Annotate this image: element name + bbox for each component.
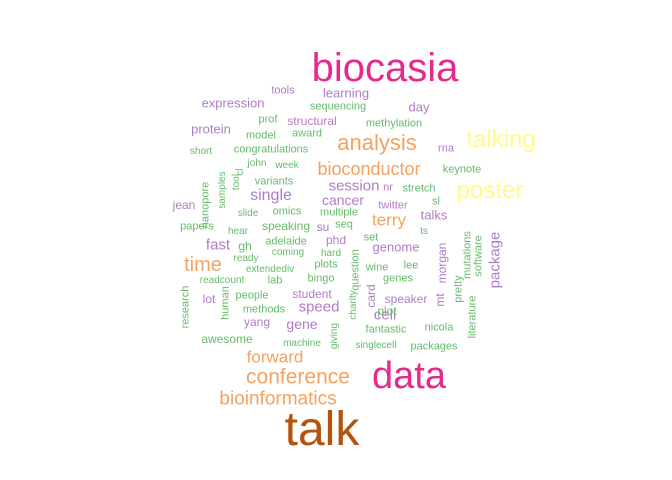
word-nicola: nicola xyxy=(424,321,454,334)
word-card: card xyxy=(364,284,378,308)
word-coming: coming xyxy=(271,247,305,258)
word-lot: lot xyxy=(202,292,216,306)
word-student: student xyxy=(292,287,332,301)
word-conference: conference xyxy=(246,365,350,389)
word-sl: sl xyxy=(432,195,440,208)
word-plots: plots xyxy=(314,258,338,271)
word-poster: poster xyxy=(456,177,524,204)
word-question: question xyxy=(349,249,362,291)
word-keynote: keynote xyxy=(442,163,482,176)
word-extendediv: extendediv xyxy=(245,264,295,275)
word-single: single xyxy=(250,187,292,204)
word-methods: methods xyxy=(242,303,286,316)
word-people: people xyxy=(235,289,269,302)
word-samples: samples xyxy=(217,171,228,209)
word-cell: cell xyxy=(373,306,397,324)
word-bingo: bingo xyxy=(307,272,335,285)
word-literature: literature xyxy=(466,295,479,339)
word-rna: rna xyxy=(438,142,454,155)
word-omics: omics xyxy=(272,205,302,218)
word-short: short xyxy=(189,146,213,157)
word-lab: lab xyxy=(267,274,283,287)
word-readcount: readcount xyxy=(199,275,245,286)
word-multiple: multiple xyxy=(320,206,358,219)
word-award: award xyxy=(292,127,322,140)
word-day: day xyxy=(408,99,430,115)
word-packages: packages xyxy=(410,340,458,353)
word-model: model xyxy=(246,129,276,142)
word-learning: learning xyxy=(322,85,370,101)
word-john: john xyxy=(247,158,267,169)
word-gh: gh xyxy=(238,239,252,253)
word-research: research xyxy=(179,285,192,329)
word-singlecell: singlecell xyxy=(355,340,397,351)
word-terry: terry xyxy=(372,210,406,230)
word-tools: tools xyxy=(271,84,295,97)
word-hear: hear xyxy=(227,226,249,237)
word-variants: variants xyxy=(254,175,294,188)
word-speaking: speaking xyxy=(261,219,311,233)
word-pretty: pretty xyxy=(452,275,465,303)
word-gene: gene xyxy=(286,316,318,332)
word-su: su xyxy=(316,220,330,234)
word-twitter: twitter xyxy=(378,199,408,212)
word-mt: mt xyxy=(433,293,447,307)
word-morgan: morgan xyxy=(435,242,449,284)
word-session: session xyxy=(328,177,380,195)
word-analysis: analysis xyxy=(337,130,417,155)
word-set: set xyxy=(363,231,379,244)
word-forward: forward xyxy=(246,347,304,367)
word-hard: hard xyxy=(320,248,342,259)
word-sequencing: sequencing xyxy=(309,100,367,113)
word-lee: lee xyxy=(403,259,419,272)
word-time: time xyxy=(184,254,222,276)
word-plot: plot xyxy=(377,304,397,318)
word-yang: yang xyxy=(243,315,271,329)
word-seq: seq xyxy=(335,218,353,231)
word-talk: talk xyxy=(284,403,360,456)
word-stretch: stretch xyxy=(402,182,436,195)
word-fantastic: fantastic xyxy=(365,323,407,336)
word-data: data xyxy=(372,355,446,397)
word-papers: papers xyxy=(180,220,214,233)
word-week: week xyxy=(275,160,299,171)
word-genes: genes xyxy=(383,272,413,285)
word-ready: ready xyxy=(233,253,259,264)
word-speaker: speaker xyxy=(384,292,428,306)
word-human: human xyxy=(219,286,232,320)
word-wine: wine xyxy=(365,261,389,274)
word-talks: talks xyxy=(420,207,448,223)
word-nr: nr xyxy=(383,181,393,194)
word-tool: tool xyxy=(231,173,242,191)
word-genome: genome xyxy=(372,239,420,255)
word-phd: phd xyxy=(325,233,347,247)
word-jean: jean xyxy=(172,198,196,212)
word-biocasia: biocasia xyxy=(311,46,459,90)
word-adelaide: adelaide xyxy=(265,235,307,248)
word-fast: fast xyxy=(205,236,231,254)
word-expression: expression xyxy=(201,95,265,111)
word-bioconductor: bioconductor xyxy=(317,159,421,179)
word-protein: protein xyxy=(191,121,231,137)
word-cl: cl xyxy=(235,168,246,176)
word-bioinformatics: bioinformatics xyxy=(219,388,337,410)
word-charity: charity xyxy=(348,290,359,320)
word-methylation: methylation xyxy=(365,117,423,130)
word-speed: speed xyxy=(298,298,340,316)
word-talking: talking xyxy=(466,126,536,153)
word-congratulations: congratulations xyxy=(233,143,309,156)
word-machine: machine xyxy=(283,338,321,349)
word-awesome: awesome xyxy=(201,332,253,346)
word-structural: structural xyxy=(287,114,337,128)
word-ts: ts xyxy=(420,226,428,237)
word-giving: giving xyxy=(329,322,340,350)
word-software: software xyxy=(472,235,485,277)
word-slide: slide xyxy=(237,208,259,219)
word-prof: prof xyxy=(258,113,278,126)
word-package: package xyxy=(486,231,504,289)
word-cancer: cancer xyxy=(321,192,365,208)
word-nanopore: nanopore xyxy=(199,181,212,229)
